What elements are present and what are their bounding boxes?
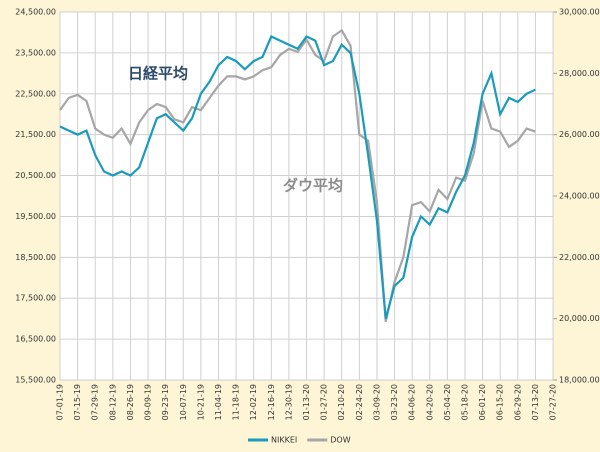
y-tick-label: 18,500.00 <box>15 253 56 262</box>
y2-tick-label: 18,000.00 <box>559 376 600 385</box>
y-tick-label: 21,500.00 <box>15 130 56 139</box>
y2-tick-label: 22,000.00 <box>559 253 600 262</box>
x-tick-label: 11-18-19 <box>232 384 241 420</box>
x-tick-label: 12-30-19 <box>284 384 293 420</box>
x-tick-label: 07-13-20 <box>531 384 540 420</box>
y-tick-label: 17,500.00 <box>15 294 56 303</box>
x-tick-label: 06-15-20 <box>496 384 505 420</box>
x-tick-label: 11-04-19 <box>214 384 223 420</box>
x-tick-label: 02-24-20 <box>355 384 364 420</box>
x-tick-label: 10-21-19 <box>196 384 205 420</box>
x-tick-label: 08-26-19 <box>126 384 135 420</box>
y-tick-label: 15,500.00 <box>15 376 56 385</box>
x-tick-label: 02-10-20 <box>337 384 346 420</box>
annotation: 日経平均 <box>128 65 188 83</box>
x-tick-label: 04-06-20 <box>408 384 417 420</box>
x-tick-label: 07-27-20 <box>549 384 558 420</box>
x-tick-label: 06-01-20 <box>478 384 487 420</box>
x-tick-label: 09-23-19 <box>161 384 170 420</box>
x-tick-label: 03-09-20 <box>372 384 381 420</box>
y-tick-label: 19,500.00 <box>15 212 56 221</box>
x-tick-label: 04-20-20 <box>425 384 434 420</box>
y2-tick-label: 28,000.00 <box>559 69 600 78</box>
x-tick-label: 07-01-19 <box>56 384 65 420</box>
x-tick-label: 08-12-19 <box>108 384 117 420</box>
x-tick-label: 10-07-19 <box>179 384 188 420</box>
y-tick-label: 22,500.00 <box>15 89 56 98</box>
x-tick-label: 12-02-19 <box>249 384 258 420</box>
x-tick-label: 07-15-19 <box>73 384 82 420</box>
legend-label: DOW <box>330 436 350 445</box>
x-tick-label: 05-18-20 <box>460 384 469 420</box>
annotation: ダウ平均 <box>283 177 343 195</box>
x-tick-label: 12-16-19 <box>267 384 276 420</box>
y-tick-label: 20,500.00 <box>15 171 56 180</box>
x-tick-label: 07-29-19 <box>91 384 100 420</box>
legend-label: NIKKEI <box>271 436 297 445</box>
x-tick-label: 06-29-20 <box>513 384 522 420</box>
x-tick-label: 05-04-20 <box>443 384 452 420</box>
y2-tick-label: 24,000.00 <box>559 192 600 201</box>
data-line <box>59 35 536 319</box>
data-line <box>59 28 536 322</box>
y2-tick-label: 26,000.00 <box>559 130 600 139</box>
y2-tick-label: 20,000.00 <box>559 314 600 323</box>
x-tick-label: 01-27-20 <box>320 384 329 420</box>
x-tick-label: 01-13-20 <box>302 384 311 420</box>
x-tick-label: 09-09-19 <box>144 384 153 420</box>
y2-tick-label: 30,000.00 <box>559 8 600 17</box>
y-tick-label: 16,500.00 <box>15 335 56 344</box>
y-tick-label: 23,500.00 <box>15 48 56 57</box>
y-tick-label: 24,500.00 <box>15 8 56 17</box>
x-tick-label: 03-23-20 <box>390 384 399 420</box>
